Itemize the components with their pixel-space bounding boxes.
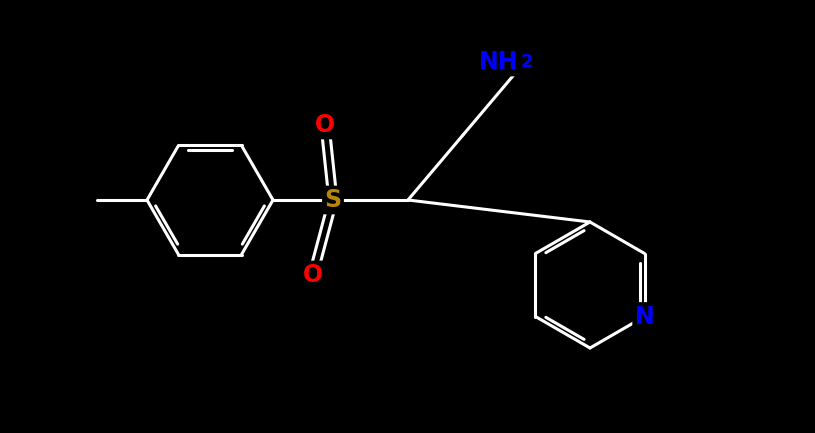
Text: NH: NH [478,50,518,74]
Text: 2: 2 [521,53,534,71]
Text: N: N [635,304,654,329]
Text: O: O [303,263,323,287]
Text: S: S [324,188,341,212]
Text: O: O [315,113,335,137]
